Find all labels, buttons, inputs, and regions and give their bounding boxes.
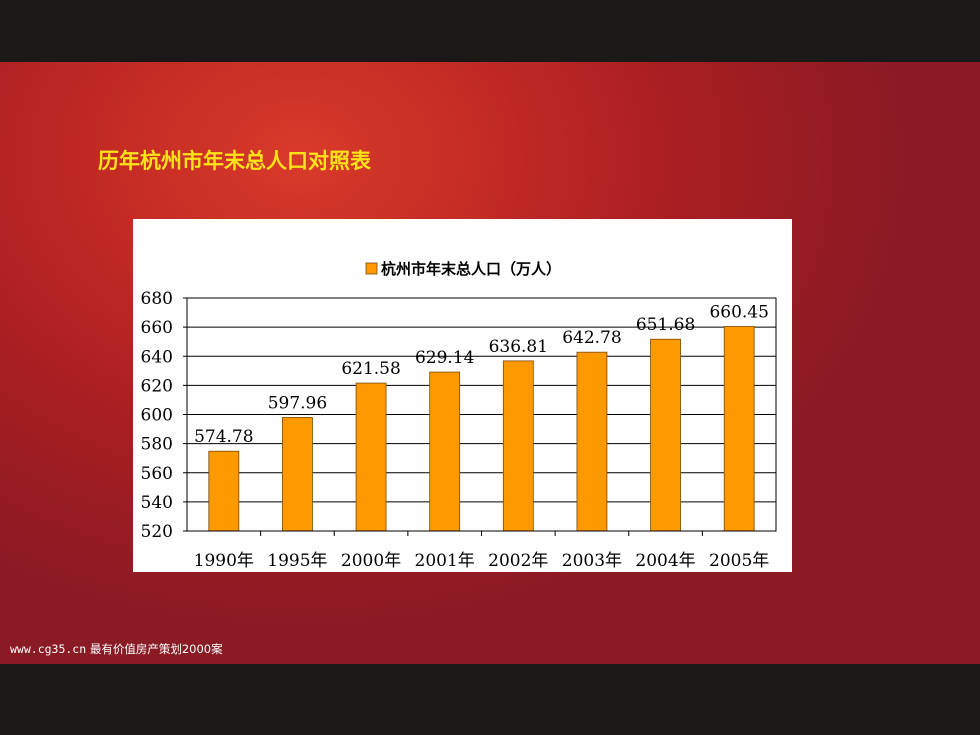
footer-text: www.cg35.cn 最有价值房产策划2000案 xyxy=(10,641,223,657)
top-black-band xyxy=(0,0,980,62)
x-tick-label: 1990年 xyxy=(194,551,254,571)
bar xyxy=(208,450,240,532)
data-label: 629.14 xyxy=(415,348,474,368)
slide-background: 历年杭州市年末总人口对照表 杭州市年末总人口（万人） 520 540 560 580 6… xyxy=(0,62,980,664)
slide-title: 历年杭州市年末总人口对照表 xyxy=(98,148,371,173)
x-tick-label: 2003年 xyxy=(562,551,622,571)
bar xyxy=(282,417,313,532)
x-tick-label: 2004年 xyxy=(635,551,695,571)
data-label: 651.68 xyxy=(636,315,695,335)
legend-swatch xyxy=(365,262,378,275)
y-tick-label: 560 xyxy=(141,464,173,484)
legend-label: 杭州市年末总人口（万人） xyxy=(381,260,561,278)
data-labels: 574.78 597.96 621.58 629.14 636.81 642.78 651.… xyxy=(194,302,769,447)
chart-legend: 杭州市年末总人口（万人） xyxy=(365,260,561,278)
x-axis-ticks: 1990年 1995年 2000年 2001年 2002年 2003年 2004年 2005年 xyxy=(194,531,769,571)
x-tick-label: 2005年 xyxy=(709,551,769,571)
bottom-black-band xyxy=(0,664,980,735)
bar-series xyxy=(208,326,755,532)
bar xyxy=(429,371,461,532)
chart-panel: 杭州市年末总人口（万人） 520 540 560 580 600 620 640 660 680… xyxy=(133,219,792,572)
plot-frame xyxy=(186,297,777,532)
x-tick-label: 2000年 xyxy=(341,551,401,571)
data-label: 574.78 xyxy=(194,427,253,447)
data-label: 597.96 xyxy=(268,393,327,413)
y-tick-label: 520 xyxy=(141,522,173,542)
y-axis-ticks: 520 540 560 580 600 620 640 660 680 xyxy=(141,289,187,542)
bar xyxy=(576,351,608,532)
x-tick-label: 2002年 xyxy=(488,551,548,571)
bar xyxy=(650,338,681,532)
population-bar-chart: 杭州市年末总人口（万人） 520 540 560 580 600 620 640 660 680… xyxy=(141,260,777,571)
data-label: 642.78 xyxy=(562,328,621,348)
data-label: 660.45 xyxy=(709,302,768,322)
footer-url: www.cg35.cn xyxy=(10,642,87,656)
bar xyxy=(355,382,387,532)
footer-caption: 最有价值房产策划2000案 xyxy=(89,642,223,656)
y-tick-label: 660 xyxy=(141,318,173,338)
x-tick-label: 2001年 xyxy=(415,551,475,571)
y-tick-label: 620 xyxy=(141,376,173,396)
y-tick-label: 540 xyxy=(141,493,173,513)
y-tick-label: 580 xyxy=(141,435,173,455)
data-label: 621.58 xyxy=(341,359,400,379)
x-tick-label: 1995年 xyxy=(267,551,327,571)
y-tick-label: 600 xyxy=(141,406,173,426)
y-tick-label: 680 xyxy=(141,289,173,309)
bar xyxy=(723,326,755,532)
bar xyxy=(502,360,534,532)
y-tick-label: 640 xyxy=(141,347,173,367)
data-label: 636.81 xyxy=(489,337,548,357)
